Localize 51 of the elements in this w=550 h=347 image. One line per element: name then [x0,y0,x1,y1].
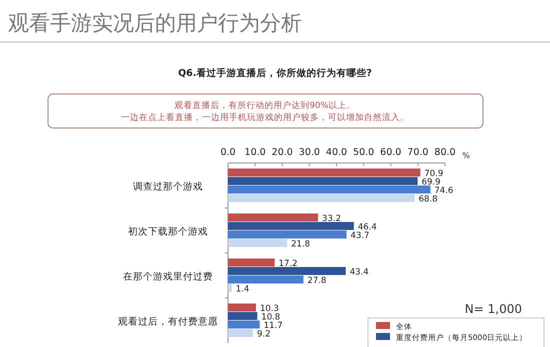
bar [228,177,418,185]
chart-title: 观看手游实况后的用户行为分析 [8,11,302,35]
bar [228,304,256,312]
data-label: 9.2 [256,329,270,340]
data-label: 70.9 [424,168,444,179]
data-label: 27.8 [307,276,326,286]
bar [228,329,253,337]
bar [228,284,232,292]
bar [228,276,304,284]
bar [228,168,420,176]
data-label: 43.7 [350,230,370,241]
x-tick-label: 60.0 [380,147,402,158]
bar [228,267,346,275]
text: 观看直播后，有所行动的用户达到90%以上。 [174,100,356,111]
x-tick-label: 80.0 [434,147,456,158]
data-label: 74.6 [434,186,454,196]
data-label: 10.3 [260,304,279,314]
text: N= 1,000 [464,302,522,316]
data-label: 17.2 [278,258,298,269]
bar [228,320,260,328]
bar [228,239,288,247]
y-tick-label: 观看过后，有付费意愿 [118,316,218,328]
y-tick-label: 初次下载那个游戏 [128,226,208,238]
bar [228,194,415,202]
data-label: 68.8 [418,194,438,204]
text: 一边在点上看直播，一边用手机玩游戏的用户较多，可以增加自然流入。 [121,112,409,123]
data-label: 1.4 [236,284,250,294]
x-tick-label: 30.0 [298,147,320,158]
bar [228,214,318,222]
x-tick-label: 70.0 [407,147,428,158]
x-tick-label: 50.0 [353,147,374,158]
y-tick-label: 调查过那个游戏 [133,180,203,192]
data-label: 21.8 [291,239,310,250]
x-tick-label: 10.0 [244,147,266,158]
chart-subtitle: Q6.看过手游直播后，你所做的行为有哪些? [178,67,372,79]
data-label: 46.4 [358,222,377,232]
bar [228,222,354,230]
data-label: 69.9 [422,177,441,188]
bar [228,312,258,320]
bar [228,230,347,238]
data-label: 11.7 [264,320,283,331]
x-tick-label: 0.0 [220,147,236,158]
data-label: 43.4 [350,267,369,278]
x-tick-label: 20.0 [272,147,293,158]
x-axis-title: % [462,151,470,160]
data-label: 33.2 [322,214,341,224]
x-tick-label: 40.0 [326,147,348,158]
bar [228,258,275,266]
y-tick-label: 在那个游戏里付过费 [123,270,213,282]
data-label: 10.8 [261,312,280,322]
bar [228,186,430,194]
